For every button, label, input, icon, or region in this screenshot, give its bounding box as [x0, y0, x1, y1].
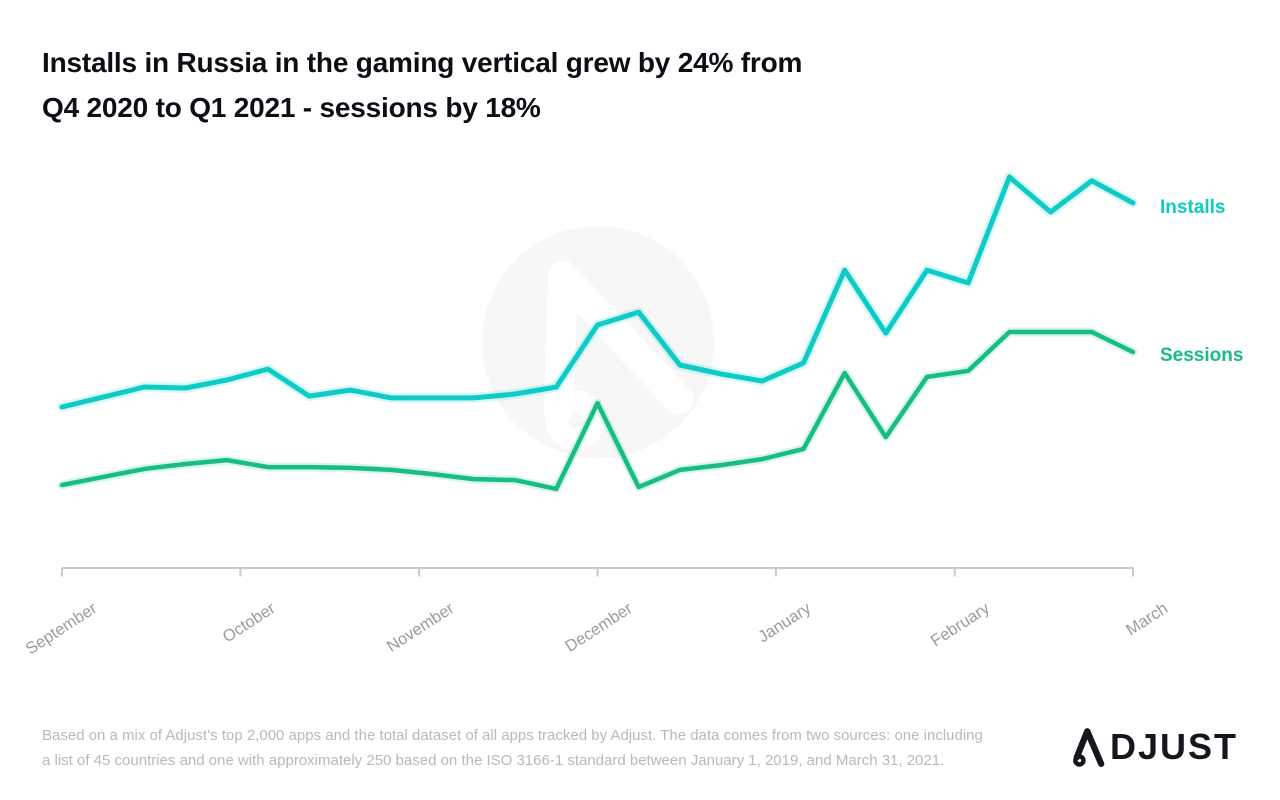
adjust-logo-icon — [1073, 728, 1105, 767]
x-axis-label-november: November — [384, 599, 458, 656]
disclaimer-line2: a list of 45 countries and one with appr… — [42, 751, 945, 769]
legend-label-installs: Installs — [1160, 197, 1225, 218]
x-axis-label-february: February — [928, 599, 994, 650]
disclaimer-line1: Based on a mix of Adjust’s top 2,000 app… — [42, 727, 983, 744]
sessions-line — [59, 329, 1136, 492]
x-axis-label-december: December — [562, 599, 636, 656]
adjust-logo-text: DJUST — [1109, 726, 1238, 767]
x-axis-label-october: October — [220, 599, 279, 646]
x-axis-label-january: January — [755, 599, 815, 646]
x-axis-label-march: March — [1123, 599, 1171, 639]
legend-label-sessions: Sessions — [1160, 345, 1243, 366]
watermark-circle — [482, 226, 714, 458]
watermark — [482, 226, 714, 458]
footer: Based on a mix of Adjust’s top 2,000 app… — [42, 724, 1238, 773]
x-axis-labels: September October November December January F… — [23, 599, 1171, 658]
x-axis-ticks — [61, 568, 1134, 577]
installs-line — [59, 174, 1136, 410]
chart-title: Installs in Russia in the gaming vertica… — [42, 40, 902, 130]
chart-title-line2: Q4 2020 to Q1 2021 - sessions by 18% — [42, 92, 541, 123]
chart-title-line1: Installs in Russia in the gaming vertica… — [42, 47, 803, 78]
disclaimer-text: Based on a mix of Adjust’s top 2,000 app… — [42, 724, 983, 773]
x-axis-label-september: September — [23, 599, 101, 658]
adjust-logo: DJUST — [1070, 726, 1238, 768]
